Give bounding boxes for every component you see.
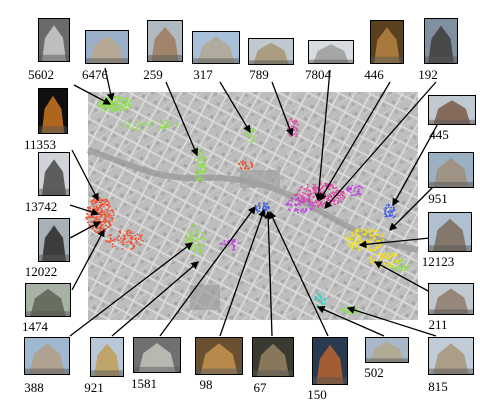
landmark-photo-t: [195, 337, 243, 375]
landmark-photo-u: [252, 337, 294, 377]
arrow-v: [269, 210, 329, 337]
landmark-count-v: 150: [307, 387, 327, 402]
landmark-photo-g: [370, 20, 404, 64]
photo-clusters: [85, 95, 410, 315]
landmark-photo-x: [428, 337, 474, 375]
landmark-photo-e: [248, 38, 294, 65]
landmark-photo-p: [428, 283, 474, 315]
arrows: [69, 67, 441, 337]
arrow-c: [165, 81, 199, 157]
landmark-count-w: 502: [364, 365, 384, 380]
landmark-photo-a: [38, 18, 70, 62]
landmark-photo-c: [147, 20, 183, 62]
arrow-j: [392, 119, 441, 207]
landmark-count-i: 11353: [23, 137, 57, 152]
arrow-k: [69, 204, 100, 216]
arrow-t: [219, 208, 266, 337]
arrow-d: [219, 81, 251, 134]
arrow-a: [73, 84, 112, 105]
landmark-count-k: 13742: [24, 199, 58, 214]
landmark-photo-m: [38, 218, 70, 262]
landmark-count-l: 951: [428, 191, 448, 206]
arrow-u: [264, 210, 273, 337]
arrow-m: [69, 221, 102, 239]
landmark-count-j: 445: [429, 127, 449, 142]
landmark-count-f: 7804: [305, 67, 331, 82]
landmark-count-n: 12123: [421, 254, 455, 269]
landmark-count-r: 921: [84, 380, 104, 395]
arrow-w: [316, 306, 385, 337]
arrow-x: [346, 306, 437, 337]
landmark-count-u: 67: [253, 380, 267, 395]
arrow-i: [71, 149, 99, 202]
arrow-o: [71, 228, 105, 291]
landmark-count-q: 388: [24, 380, 44, 395]
landmark-count-m: 12022: [24, 264, 58, 279]
arrow-n: [358, 237, 431, 249]
landmark-photo-h: [424, 18, 458, 64]
arrow-q: [69, 242, 194, 337]
landmark-count-t: 98: [199, 377, 213, 392]
landmark-photo-o: [25, 283, 71, 317]
arrow-g: [319, 81, 391, 202]
arrow-r: [111, 261, 199, 337]
landmark-photo-s: [133, 337, 181, 373]
landmark-photo-l: [428, 152, 474, 188]
landmark-count-a: 5602: [28, 67, 54, 82]
landmark-photo-n: [428, 212, 472, 252]
arrow-f: [314, 69, 331, 202]
landmark-count-s: 1581: [131, 376, 157, 391]
landmark-count-e: 789: [249, 67, 269, 82]
landmark-photo-j: [428, 95, 476, 125]
landmark-count-h: 192: [418, 67, 438, 82]
arrow-l: [389, 179, 441, 231]
landmark-count-o: 1474: [22, 319, 48, 334]
landmark-count-b: 6476: [82, 67, 108, 82]
landmark-photo-i: [38, 88, 68, 134]
landmark-photo-q: [24, 337, 70, 375]
arrow-h: [324, 81, 437, 209]
landmark-photo-b: [85, 30, 129, 64]
landmark-photo-k: [38, 152, 70, 196]
landmark-count-x: 815: [428, 379, 448, 394]
landmark-count-p: 211: [428, 317, 448, 332]
landmark-photo-v: [312, 337, 348, 385]
arrow-p: [373, 261, 431, 293]
landmark-photo-d: [192, 31, 240, 64]
arrow-e: [271, 81, 294, 137]
arrow-s: [159, 205, 256, 337]
landmark-count-d: 317: [193, 67, 213, 82]
landmark-count-c: 259: [143, 67, 163, 82]
arrow-b: [104, 67, 115, 102]
landmark-photo-f: [308, 40, 354, 64]
landmark-count-g: 446: [364, 67, 384, 82]
landmark-photo-w: [365, 337, 409, 363]
landmark-photo-r: [90, 337, 124, 377]
